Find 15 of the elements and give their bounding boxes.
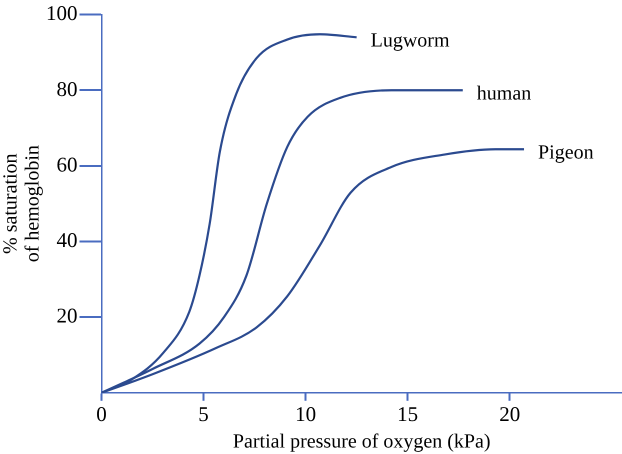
y-tick-label: 20 xyxy=(56,304,78,328)
y-axis-title: % saturation of hemoglobin xyxy=(0,145,44,262)
x-tick-label: 15 xyxy=(397,402,418,426)
y-tick-label: 80 xyxy=(56,76,78,101)
series-label: human xyxy=(476,82,532,104)
x-tick-label: 20 xyxy=(499,402,520,426)
y-tick-label: 40 xyxy=(56,228,78,252)
x-tick-label: 0 xyxy=(96,402,107,426)
y-tick-label: 100 xyxy=(46,1,78,26)
x-axis-title: Partial pressure of oxygen (kPa) xyxy=(232,430,491,452)
y-tick-label: 60 xyxy=(56,152,78,176)
series-label: Lugworm xyxy=(370,30,450,52)
series-label: Pigeon xyxy=(538,141,594,164)
x-tick-label: 10 xyxy=(295,402,316,426)
x-tick-label: 5 xyxy=(198,402,209,426)
